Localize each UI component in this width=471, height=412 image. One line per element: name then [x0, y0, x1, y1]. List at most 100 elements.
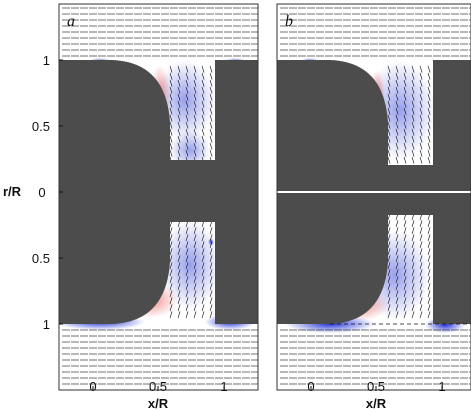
vector-arrow [193, 114, 197, 122]
vector-arrow [403, 248, 407, 256]
vector-arrow [169, 128, 173, 136]
vector-arrow [403, 255, 407, 263]
vector-arrow [193, 65, 197, 73]
vector-arrow [169, 269, 173, 277]
x-tick-label: 1 [220, 379, 227, 394]
vector-arrow [169, 72, 173, 80]
vector-arrow [201, 311, 205, 319]
vector-arrow [419, 72, 423, 80]
vector-arrow [177, 107, 181, 115]
vector-arrow [185, 114, 189, 122]
vector-arrow [411, 227, 415, 235]
vector-arrow [403, 72, 407, 80]
vector-arrow [427, 283, 431, 291]
vector-arrow [387, 121, 391, 129]
vector-arrow [427, 269, 431, 277]
vector-arrow [185, 149, 189, 157]
panel-b-body-upper [277, 60, 471, 191]
vector-arrow [209, 311, 213, 319]
vector-arrow [403, 241, 407, 249]
vector-arrow [169, 262, 173, 270]
vector-arrow [403, 234, 407, 242]
vector-arrow [387, 114, 391, 122]
vector-arrow [209, 276, 213, 284]
vector-arrow [185, 269, 189, 277]
vector-arrow [201, 86, 205, 94]
vector-arrow [403, 149, 407, 157]
vector-arrow [177, 290, 181, 298]
vector-arrow [427, 121, 431, 129]
vector-arrow [419, 283, 423, 291]
vector-arrow [201, 276, 205, 284]
vector-arrow [411, 121, 415, 129]
vector-arrow [403, 227, 407, 235]
vector-arrow [411, 248, 415, 256]
vector-arrow [193, 297, 197, 305]
vector-arrow [201, 269, 205, 277]
vector-arrow [411, 276, 415, 284]
vector-arrow [185, 290, 189, 298]
vector-arrow [209, 234, 213, 242]
vector-arrow [411, 142, 415, 150]
x-tick-label: 1 [438, 379, 445, 394]
vector-arrow [395, 311, 399, 319]
vector-arrow [177, 128, 181, 136]
vector-arrow [395, 86, 399, 94]
vector-arrow [185, 248, 189, 256]
x-axis-title-a: x/R [148, 396, 169, 411]
vector-arrow [177, 262, 181, 270]
vector-arrow [193, 283, 197, 291]
vector-arrow [403, 156, 407, 164]
vector-arrow [403, 128, 407, 136]
vector-arrow [387, 262, 391, 270]
vector-arrow [209, 290, 213, 298]
vector-arrow [209, 65, 213, 73]
vector-arrow [419, 241, 423, 249]
vector-arrow [185, 311, 189, 319]
vector-arrow [419, 135, 423, 143]
vector-arrow [411, 255, 415, 263]
vector-arrow [387, 304, 391, 312]
vector-arrow [185, 276, 189, 284]
vector-arrow [403, 100, 407, 108]
vector-arrow [411, 156, 415, 164]
panel-a-body-lower [59, 160, 258, 324]
vector-arrow [427, 135, 431, 143]
vector-arrow [193, 86, 197, 94]
vector-arrow [411, 220, 415, 228]
vector-arrow [209, 269, 213, 277]
vector-arrow [169, 276, 173, 284]
vector-arrow [403, 311, 407, 319]
vector-arrow [177, 311, 181, 319]
panel-a-label: a [67, 13, 75, 30]
vector-arrow [403, 220, 407, 228]
vector-arrow [395, 121, 399, 129]
vector-arrow [193, 248, 197, 256]
vector-arrow [411, 262, 415, 270]
vector-arrow [419, 227, 423, 235]
vector-arrow [201, 135, 205, 143]
vector-arrow [177, 135, 181, 143]
vector-arrow [427, 142, 431, 150]
vector-arrow [387, 227, 391, 235]
vector-arrow [177, 93, 181, 101]
vector-arrow [395, 262, 399, 270]
vector-arrow [411, 114, 415, 122]
vector-arrow [411, 100, 415, 108]
vector-arrow [419, 234, 423, 242]
vector-arrow [193, 290, 197, 298]
vector-arrow [395, 297, 399, 305]
vector-arrow [201, 297, 205, 305]
vector-arrow [169, 86, 173, 94]
vector-arrow [193, 135, 197, 143]
vector-arrow [411, 93, 415, 101]
vector-arrow [419, 114, 423, 122]
vector-arrow [395, 234, 399, 242]
vector-arrow [201, 234, 205, 242]
vector-arrow [403, 121, 407, 129]
vector-arrow [169, 283, 173, 291]
x-axis-title-b: x/R [366, 396, 387, 411]
vector-arrow [427, 276, 431, 284]
